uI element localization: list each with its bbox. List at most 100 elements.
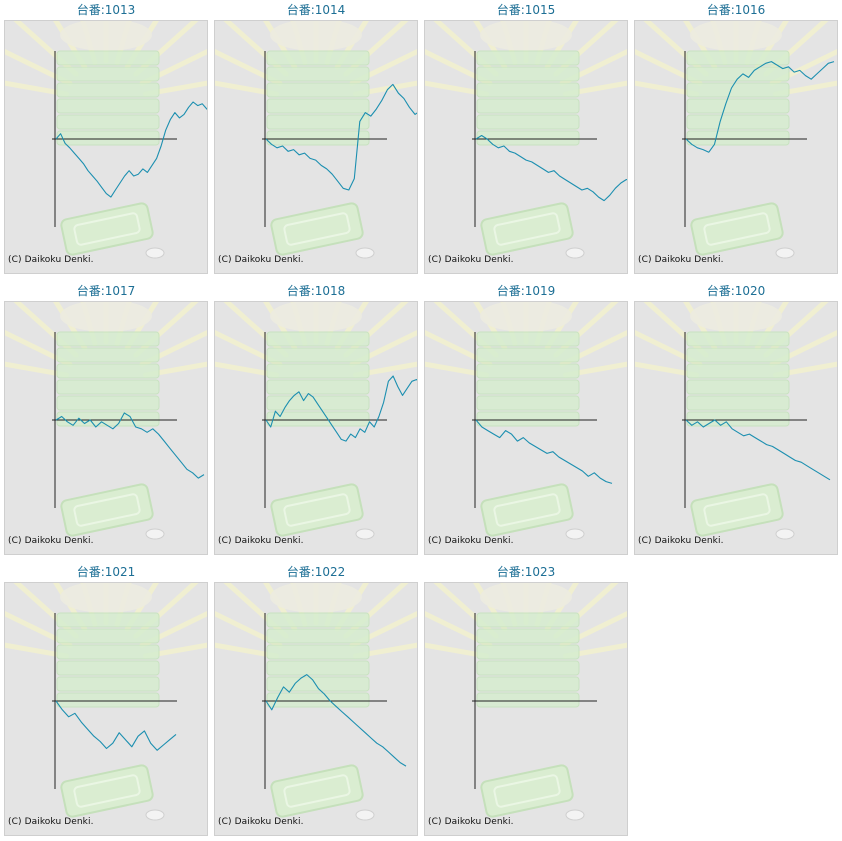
chart-frame: (C) Daikoku Denki. xyxy=(214,301,418,555)
token-box xyxy=(266,130,370,146)
chart-title[interactable]: 台番:1014 xyxy=(286,3,346,17)
token-box xyxy=(266,114,370,130)
chart-title[interactable]: 台番:1020 xyxy=(706,284,766,298)
chart-panel[interactable]: 台番:1017 (C) Daikoku Denki. xyxy=(4,281,208,556)
chart-frame: (C) Daikoku Denki. xyxy=(4,20,208,274)
token-box xyxy=(686,363,790,379)
token-box xyxy=(266,644,370,660)
chart-title[interactable]: 台番:1017 xyxy=(76,284,136,298)
sunburst-ray xyxy=(5,80,70,97)
token-box xyxy=(56,66,160,82)
chart-title[interactable]: 台番:1013 xyxy=(76,3,136,17)
token-box xyxy=(56,114,160,130)
chart-title[interactable]: 台番:1022 xyxy=(286,565,346,579)
token-box xyxy=(476,347,580,363)
chart-frame: (C) Daikoku Denki. xyxy=(634,301,838,555)
token-box xyxy=(266,692,370,708)
token-box xyxy=(56,411,160,427)
chart-panel[interactable]: 台番:1016 (C) Daikoku Denki. xyxy=(634,0,838,275)
chart-svg xyxy=(5,21,207,259)
background-artwork xyxy=(425,583,627,821)
token-pile xyxy=(60,583,152,613)
chart-title[interactable]: 台番:1015 xyxy=(496,3,556,17)
coin xyxy=(355,247,375,259)
chart-panel[interactable]: 台番:1023 (C) Daikoku Denki. xyxy=(424,562,628,837)
token-pile xyxy=(480,302,572,332)
chart-panel[interactable]: 台番:1015 (C) Daikoku Denki. xyxy=(424,0,628,275)
chart-frame: (C) Daikoku Denki. xyxy=(214,582,418,836)
chart-panel[interactable]: 台番:1013 (C) Daikoku Denki. xyxy=(4,0,208,275)
sunburst-ray xyxy=(142,80,207,97)
token-tray-inner xyxy=(283,493,351,527)
chart-svg xyxy=(425,583,627,821)
background-artwork xyxy=(635,302,837,540)
chart-frame: (C) Daikoku Denki. xyxy=(4,582,208,836)
chart-title[interactable]: 台番:1021 xyxy=(76,565,136,579)
chart-panel[interactable]: 台番:1021 (C) Daikoku Denki. xyxy=(4,562,208,837)
coin xyxy=(145,809,165,821)
token-tray xyxy=(270,202,364,256)
series-line xyxy=(265,83,417,191)
token-tray xyxy=(480,202,574,256)
sunburst-ray xyxy=(425,642,490,659)
token-pile xyxy=(60,302,152,332)
token-pile xyxy=(270,583,362,613)
token-box xyxy=(56,612,160,628)
token-box xyxy=(56,644,160,660)
token-box xyxy=(56,331,160,347)
token-tray-inner xyxy=(703,493,771,527)
chart-panel[interactable]: 台番:1018 (C) Daikoku Denki. xyxy=(214,281,418,556)
coin xyxy=(775,247,795,259)
chart-title[interactable]: 台番:1018 xyxy=(286,284,346,298)
token-box xyxy=(56,660,160,676)
sunburst-ray xyxy=(142,642,207,659)
chart-frame: (C) Daikoku Denki. xyxy=(4,301,208,555)
coin xyxy=(355,528,375,540)
token-pile xyxy=(480,583,572,613)
series-line xyxy=(265,375,417,442)
chart-panel[interactable]: 台番:1014 (C) Daikoku Denki. xyxy=(214,0,418,275)
token-pile xyxy=(480,21,572,51)
chart-title[interactable]: 台番:1016 xyxy=(706,3,766,17)
chart-frame: (C) Daikoku Denki. xyxy=(634,20,838,274)
token-tray-inner xyxy=(73,774,141,808)
token-box xyxy=(56,130,160,146)
token-box xyxy=(476,628,580,644)
sunburst-ray xyxy=(562,361,627,378)
token-tray xyxy=(60,764,154,818)
chart-frame: (C) Daikoku Denki. xyxy=(424,582,628,836)
token-tray xyxy=(60,202,154,256)
chart-title[interactable]: 台番:1023 xyxy=(496,565,556,579)
token-box xyxy=(476,395,580,411)
copyright-text: (C) Daikoku Denki. xyxy=(218,536,304,546)
sunburst-ray xyxy=(772,80,837,97)
sunburst-ray xyxy=(142,361,207,378)
background-artwork xyxy=(425,21,627,259)
token-box xyxy=(476,50,580,66)
background-artwork xyxy=(5,302,207,540)
series-line xyxy=(55,700,177,751)
chart-title[interactable]: 台番:1019 xyxy=(496,284,556,298)
copyright-text: (C) Daikoku Denki. xyxy=(428,536,514,546)
token-tray xyxy=(480,483,574,537)
series-line xyxy=(475,419,613,484)
token-box xyxy=(686,331,790,347)
copyright-text: (C) Daikoku Denki. xyxy=(638,536,724,546)
coin xyxy=(775,528,795,540)
token-tray xyxy=(690,483,784,537)
copyright-text: (C) Daikoku Denki. xyxy=(218,255,304,265)
token-box xyxy=(266,628,370,644)
token-box xyxy=(56,98,160,114)
copyright-text: (C) Daikoku Denki. xyxy=(218,817,304,827)
chart-panel[interactable]: 台番:1022 (C) Daikoku Denki. xyxy=(214,562,418,837)
series-line xyxy=(475,134,627,202)
chart-frame: (C) Daikoku Denki. xyxy=(424,301,628,555)
series-line xyxy=(685,61,835,153)
token-box xyxy=(476,114,580,130)
token-box xyxy=(686,130,790,146)
background-artwork xyxy=(5,583,207,821)
token-tray-inner xyxy=(493,774,561,808)
chart-panel[interactable]: 台番:1019 (C) Daikoku Denki. xyxy=(424,281,628,556)
background-artwork xyxy=(425,302,627,540)
chart-panel[interactable]: 台番:1020 (C) Daikoku Denki. xyxy=(634,281,838,556)
